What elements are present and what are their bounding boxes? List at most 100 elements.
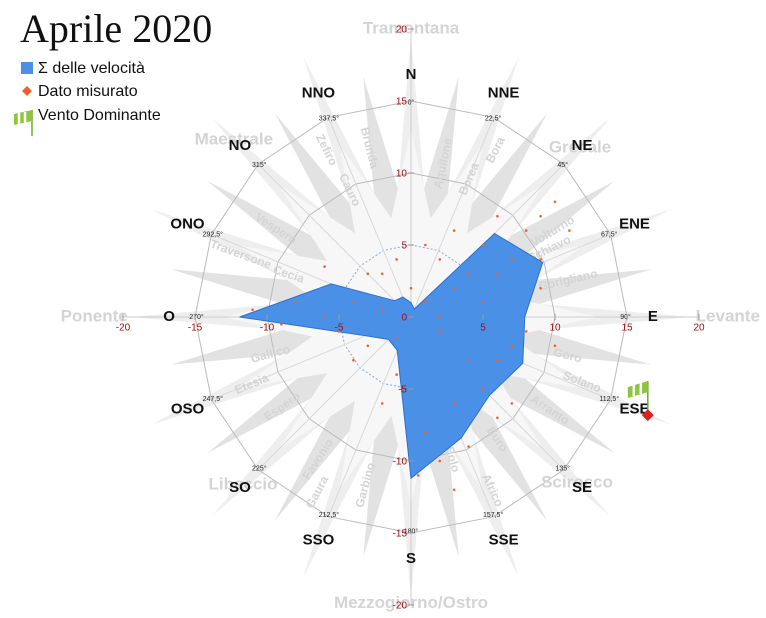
measurement-point [439,460,442,463]
measurement-point [496,215,499,218]
measurement-point [410,287,413,290]
degree-label: 90° [620,313,631,321]
y-tick-label: 10 [396,169,408,180]
measurement-point [367,345,370,348]
legend-entry: Dato misurato [38,83,138,100]
y-tick-label: 0 [401,313,407,324]
measurement-point [482,244,485,247]
x-tick-label: 10 [549,323,561,334]
measurement-point [467,445,470,448]
measurement-point [417,474,420,477]
degree-label: 45° [557,161,568,169]
wind-name: Mezzogiorno/Ostro [334,593,488,612]
measurement-point [554,201,557,204]
direction-label: S [406,550,416,567]
degree-label: 247,5° [203,395,224,403]
measurement-point [525,229,528,232]
measurement-point [496,359,499,362]
x-tick-label: -5 [335,323,344,334]
x-tick-label: 15 [621,323,633,334]
measurement-point [381,273,384,276]
measurement-point [251,309,254,312]
measurement-point [381,309,384,312]
measurement-point [395,373,398,376]
x-tick-label: 20 [693,323,705,334]
measurement-point [539,215,542,218]
measurement-point [525,330,528,333]
measurement-point [424,431,427,434]
degree-label: 337,5° [319,115,340,123]
direction-label: NE [572,137,593,154]
y-tick-label: -20 [393,601,408,612]
legend-entry: Vento Dominante [38,107,161,124]
chart-title: Aprile 2020 [20,6,212,51]
wind-name: Levante [696,306,760,325]
measurement-point [395,258,398,261]
direction-label: ENE [619,215,650,232]
direction-label: N [406,66,417,83]
measurement-point [439,258,442,261]
measurement-point [424,244,427,247]
measurement-point [453,229,456,232]
degree-label: 212,5° [319,511,340,519]
direction-label: OSO [171,401,205,418]
direction-label: ONO [170,215,205,232]
measurement-point [381,402,384,405]
measurement-point [323,265,326,268]
measurement-point [539,287,542,290]
measurement-point [482,301,485,304]
direction-label: NO [229,137,252,154]
degree-label: 67,5° [601,231,618,239]
measurement-point [439,330,442,333]
degree-label: 292,5° [203,231,224,239]
y-tick-label: -10 [393,457,408,468]
legend-swatch [21,62,33,74]
measurement-point [439,316,442,319]
degree-label: 112,5° [599,395,619,403]
measurement-point [424,301,427,304]
measurement-point [496,417,499,420]
chart: TramontanaGrecaleLevanteSciroccoMezzogio… [0,0,766,618]
degree-label: 22,5° [485,115,502,123]
measurement-point [554,345,557,348]
measurement-point [367,273,370,276]
measurement-point [511,345,514,348]
measurement-point [511,258,514,261]
degree-label: 315° [252,161,267,169]
y-tick-label: 15 [396,97,408,108]
measurement-point [568,229,571,232]
legend-entry: Σ delle velocità [38,60,145,77]
measurement-point [295,301,298,304]
degree-label: 135° [555,465,570,473]
measurement-point [467,359,470,362]
measurement-point [280,323,283,326]
measurement-point [511,402,514,405]
direction-label: SSE [489,531,519,548]
x-tick-label: 5 [480,323,486,334]
measurement-point [482,388,485,391]
direction-label: O [163,308,175,325]
y-tick-label: -5 [398,385,407,396]
direction-label: SSO [303,531,335,548]
degree-label: 157,5° [483,511,504,519]
direction-label: NNE [488,84,520,101]
y-tick-label: 5 [401,241,407,252]
measurement-point [352,301,355,304]
direction-label: NNO [302,84,336,101]
measurement-point [453,402,456,405]
measurement-point [467,273,470,276]
measurement-point [539,258,542,261]
measurement-point [395,337,398,340]
measurement-point [453,489,456,492]
x-tick-label: -10 [260,323,275,334]
degree-label: 270° [189,313,204,321]
degree-label: 225° [252,465,267,473]
x-tick-label: -15 [188,323,203,334]
measurement-point [453,287,456,290]
measurement-point [323,316,326,319]
degree-label: 0° [408,98,415,106]
wind-name: Tramontana [363,18,460,37]
measurement-point [352,359,355,362]
measurement-point [496,273,499,276]
y-tick-label: -15 [393,529,408,540]
